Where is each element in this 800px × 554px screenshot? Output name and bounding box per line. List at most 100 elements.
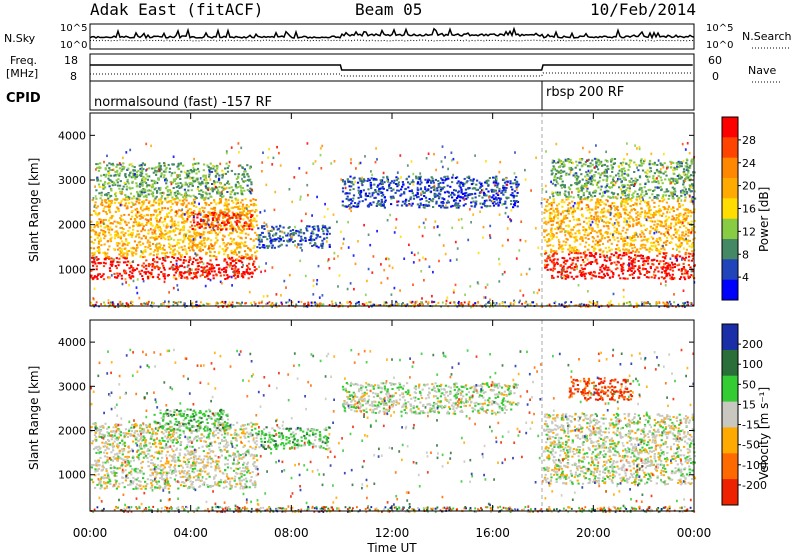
- data-cell: [478, 187, 482, 190]
- data-cell: [483, 194, 486, 197]
- data-cell: [580, 272, 583, 274]
- data-cell: [133, 174, 136, 177]
- data-cell: [644, 190, 647, 193]
- data-cell: [218, 231, 221, 234]
- data-cell: [688, 239, 691, 242]
- data-cell: [212, 247, 215, 250]
- data-cell: [123, 234, 126, 237]
- data-cell: [430, 186, 433, 189]
- data-cell: [560, 162, 563, 165]
- data-cell: [210, 170, 214, 173]
- data-cell: [549, 268, 552, 271]
- data-cell: [640, 162, 643, 165]
- data-cell: [671, 255, 674, 257]
- data-cell: [670, 218, 673, 221]
- data-cell: [615, 252, 618, 255]
- data-cell: [579, 273, 582, 276]
- data-cell: [630, 177, 633, 180]
- data-cell: [686, 241, 689, 244]
- data-cell: [108, 185, 111, 188]
- data-cell: [562, 269, 565, 272]
- data-cell: [230, 169, 233, 172]
- data-cell: [104, 234, 107, 237]
- data-cell: [129, 218, 133, 221]
- data-cell: [397, 189, 401, 192]
- data-cell: [211, 255, 214, 258]
- data-cell: [517, 183, 520, 186]
- data-cell: [155, 201, 158, 204]
- data-cell: [430, 176, 433, 179]
- data-cell: [175, 278, 178, 281]
- data-cell: [454, 189, 457, 192]
- data-cell: [93, 226, 96, 229]
- data-cell: [208, 245, 211, 247]
- data-cell: [189, 234, 192, 237]
- data-cell: [193, 198, 197, 201]
- data-cell: [652, 177, 655, 180]
- data-cell: [265, 245, 268, 248]
- data-cell: [239, 236, 242, 239]
- data-cell: [168, 242, 171, 245]
- data-cell: [653, 161, 656, 164]
- data-cell: [188, 242, 191, 245]
- data-cell: [593, 216, 596, 218]
- data-cell: [646, 259, 649, 262]
- data-cell: [606, 231, 609, 234]
- data-cell: [681, 256, 684, 259]
- data-cell: [403, 202, 406, 205]
- data-cell: [206, 214, 210, 217]
- data-cell: [617, 215, 620, 218]
- data-cell: [187, 261, 190, 264]
- data-cell: [603, 163, 606, 166]
- data-cell: [597, 244, 600, 247]
- data-cell: [687, 211, 690, 214]
- data-cell: [666, 265, 669, 268]
- data-cell: [516, 205, 519, 208]
- data-cell: [179, 162, 182, 165]
- data-cell: [631, 197, 634, 199]
- data-cell: [675, 216, 678, 219]
- data-cell: [248, 256, 251, 259]
- data-cell: [166, 207, 169, 210]
- data-cell: [170, 200, 173, 203]
- data-cell: [174, 198, 177, 200]
- data-cell: [93, 210, 96, 212]
- data-cell: [176, 190, 179, 193]
- data-cell: [654, 244, 657, 247]
- data-cell: [641, 246, 644, 249]
- data-cell: [545, 210, 548, 213]
- data-cell: [498, 199, 502, 202]
- data-cell: [159, 165, 162, 167]
- data-cell: [162, 258, 165, 261]
- data-cell: [613, 215, 616, 218]
- data-cell: [115, 267, 118, 270]
- data-cell: [154, 245, 158, 248]
- data-cell: [654, 274, 657, 277]
- data-cell: [202, 215, 205, 218]
- data-cell: [246, 189, 249, 191]
- data-cell: [456, 204, 459, 207]
- data-cell: [241, 275, 244, 278]
- data-cell: [223, 235, 226, 238]
- data-cell: [481, 189, 484, 192]
- data-cell: [158, 202, 161, 205]
- data-cell: [177, 266, 180, 269]
- data-cell: [226, 205, 229, 208]
- data-cell: [350, 185, 353, 188]
- data-cell: [621, 190, 624, 193]
- data-cell: [408, 190, 411, 193]
- data-cell: [675, 214, 678, 217]
- data-cell: [556, 171, 559, 174]
- data-cell: [575, 187, 578, 190]
- data-cell: [505, 187, 508, 189]
- data-cell: [594, 243, 597, 246]
- data-cell: [579, 269, 582, 272]
- data-cell: [255, 237, 258, 240]
- data-cell: [158, 162, 161, 165]
- data-cell: [608, 211, 611, 214]
- data-cell: [133, 240, 137, 243]
- data-cell: [157, 165, 160, 168]
- data-cell: [163, 273, 166, 276]
- data-cell: [572, 256, 576, 259]
- data-cell: [205, 187, 209, 190]
